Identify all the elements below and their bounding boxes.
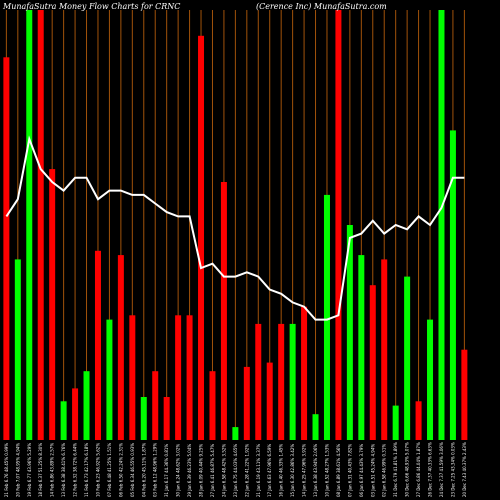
x-tick-label: 12 Feb 6.32 38.72% 6.44%	[73, 443, 78, 497]
bar-red	[152, 371, 159, 440]
chart-title-right: (Cerence Inc) MunafaSutra.com	[256, 2, 387, 11]
bar-green	[323, 194, 330, 440]
bar-green	[392, 405, 399, 440]
x-tick-label: 17 Jan 6.63 47.96% 6.59%	[267, 444, 272, 497]
x-tick-label: 30 Jan 6.24 48.62% 3.02%	[176, 444, 181, 497]
bar-red	[117, 255, 124, 440]
x-tick-label: 07 Feb 6.48 41.25% 1.51%	[107, 443, 112, 497]
x-tick-label: 28 Jan 6.09 40.44% 9.25%	[199, 444, 204, 497]
x-tick-label: 15 Jan 6.30 42.86% 3.42%	[290, 444, 295, 497]
x-tick-label: 20 Dec 7.43 40.37% 2.43%	[462, 442, 467, 497]
bar-red	[335, 10, 342, 440]
bar-red	[186, 315, 193, 440]
x-tick-label: 10 Feb 6.23 46.92% 5.62%	[95, 443, 100, 497]
bar-green	[60, 401, 67, 440]
bar-red	[461, 349, 468, 440]
x-tick-label: 08 Jan 6.89 38.61% 4.56%	[336, 444, 341, 497]
bar-red	[37, 10, 44, 440]
chart-title-left: MunafaSutra Money Flow Charts for CRNC	[2, 2, 180, 11]
bar-red	[163, 397, 170, 440]
bar-red	[3, 57, 10, 441]
x-tick-label: 03 Jan 6.51 45.24% 4.94%	[370, 444, 375, 497]
bar-green	[404, 276, 411, 440]
money-flow-line	[5, 135, 465, 321]
bars	[3, 10, 468, 441]
bar-red	[129, 315, 136, 440]
bar-red	[243, 366, 250, 440]
x-tick-label: 21 Feb 6.76 48.45% 0.99%	[4, 443, 9, 497]
x-tick-label: 02 Jan 6.58 46.99% 0.31%	[382, 444, 387, 497]
bar-red	[220, 182, 227, 440]
bar-red	[72, 388, 79, 440]
x-tick-label: 06 Jan 6.97 44.43% 3.79%	[359, 444, 364, 497]
bar-red	[198, 35, 205, 441]
x-tick-label: 06 Feb 6.50 42.24% 2.31%	[118, 443, 123, 497]
bar-red	[301, 306, 308, 440]
x-tick-label: 30 Dec 6.66 48.93% 5.07%	[405, 442, 410, 497]
bar-green	[427, 319, 434, 440]
bar-red	[49, 169, 56, 440]
bar-red	[209, 371, 216, 440]
x-tick-label: 11 Feb 6.73 42.17% 6.18%	[84, 443, 89, 497]
bar-green	[449, 130, 456, 440]
x-tick-label: 27 Jan 6.41 46.87% 5.47%	[210, 444, 215, 497]
bar-red	[369, 285, 376, 440]
bar-green	[106, 319, 113, 440]
x-tick-label: 20 Feb 7.07 48.95% 4.94%	[15, 443, 20, 497]
bar-red	[94, 250, 101, 440]
x-tick-label: 18 Feb 6.37 51.25% 8.30%	[38, 443, 43, 497]
bar-green	[358, 255, 365, 440]
x-tick-label: 27 Dec 6.86 44.04% 1.87%	[416, 442, 421, 497]
x-tick-label: 26 Dec 7.37 40.33% 6.63%	[428, 442, 433, 497]
bar-green	[14, 259, 21, 440]
x-tick-label: 19 Feb 6.77 43.96% 5.29%	[27, 443, 32, 497]
money-flow-line-group	[5, 135, 465, 321]
bar-green	[438, 10, 445, 440]
x-tick-label: 22 Jan 6.28 41.22% 1.92%	[244, 444, 249, 497]
x-tick-label: 31 Jan 6.17 44.36% 0.81%	[164, 444, 169, 497]
x-tick-label: 14 Jan 6.25 47.96% 3.92%	[302, 444, 307, 497]
bar-green	[83, 371, 90, 440]
x-tick-label: 14 Feb 6.86 43.89% 2.57%	[50, 443, 55, 497]
x-tick-label: 23 Jan 6.75 44.03% 4.65%	[233, 444, 238, 497]
bar-red	[381, 259, 388, 440]
bar-green	[232, 427, 239, 440]
bar-red	[415, 401, 422, 440]
bar-green	[140, 397, 147, 440]
bar-red	[266, 362, 273, 440]
x-tick-label: 10 Jan 6.52 48.27% 1.53%	[324, 444, 329, 497]
x-tick-label: 16 Jan 6.40 46.33% 1.45%	[279, 444, 284, 497]
bar-green	[289, 323, 296, 440]
x-tick-label: 24 Dec 7.37 41.59% 3.06%	[439, 442, 444, 497]
x-tick-label: 31 Dec 6.79 41.81% 1.89%	[393, 442, 398, 497]
x-tick-label: 05 Feb 6.34 46.55% 0.93%	[130, 443, 135, 497]
bar-green	[346, 225, 353, 440]
x-tick-label: 29 Jan 6.39 46.23% 5.04%	[187, 444, 192, 497]
bar-red	[255, 323, 262, 440]
bar-red	[278, 323, 285, 440]
bar-green	[312, 414, 319, 440]
bar-green	[26, 10, 33, 440]
x-tick-label: 03 Feb 6.12 48.96% 1.29%	[153, 443, 158, 497]
bar-red	[175, 315, 182, 440]
x-tick-label: 04 Feb 6.20 45.11% 1.87%	[141, 443, 146, 497]
x-tick-label: 13 Feb 6.38 38.41% 6.76%	[61, 443, 66, 497]
x-tick-label: 24 Jan 6.58 48.42% 3.52%	[221, 444, 226, 497]
x-tick-label: 07 Jan 6.31 40.43% 7.82%	[347, 444, 352, 497]
x-tick-label: 13 Jan 6.38 43.94% 2.06%	[313, 444, 318, 497]
x-tick-label: 21 Jan 6.19 43.11% 3.37%	[256, 444, 261, 497]
x-tick-label: 23 Dec 7.25 43.34% 0.03%	[450, 442, 455, 497]
x-tick-labels: 21 Feb 6.76 48.45% 0.99% 20 Feb 7.07 48.9…	[4, 442, 467, 497]
